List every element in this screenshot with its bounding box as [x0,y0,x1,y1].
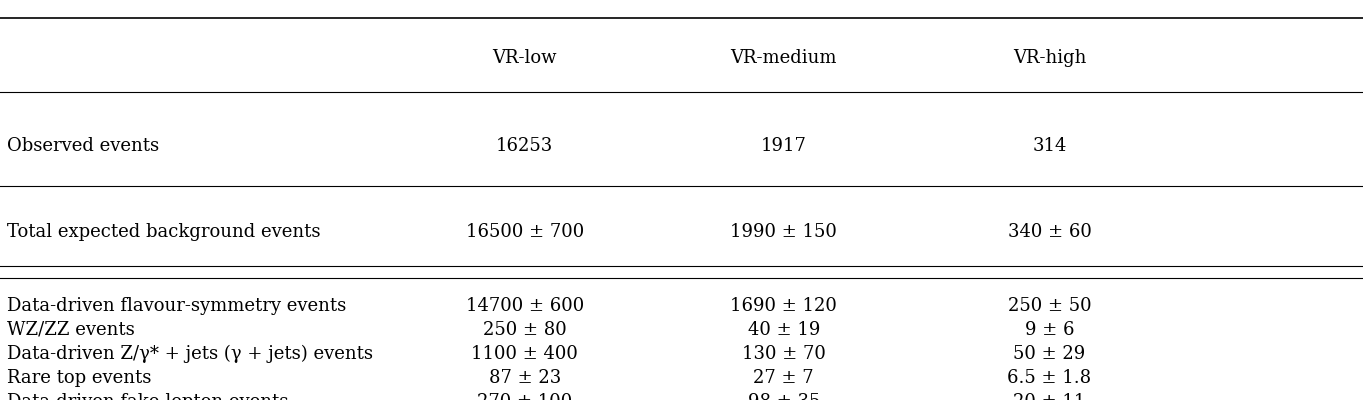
Text: VR-high: VR-high [1013,49,1086,67]
Text: 50 ± 29: 50 ± 29 [1013,345,1086,363]
Text: 9 ± 6: 9 ± 6 [1025,321,1074,339]
Text: Data-driven flavour-symmetry events: Data-driven flavour-symmetry events [7,297,346,315]
Text: 340 ± 60: 340 ± 60 [1007,223,1092,241]
Text: 250 ± 50: 250 ± 50 [1007,297,1092,315]
Text: 1917: 1917 [761,137,807,155]
Text: Rare top events: Rare top events [7,369,151,387]
Text: 16253: 16253 [496,137,553,155]
Text: 250 ± 80: 250 ± 80 [483,321,567,339]
Text: Total expected background events: Total expected background events [7,223,320,241]
Text: 98 ± 35: 98 ± 35 [747,393,821,400]
Text: Data-driven fake-lepton events: Data-driven fake-lepton events [7,393,288,400]
Text: VR-medium: VR-medium [731,49,837,67]
Text: 14700 ± 600: 14700 ± 600 [466,297,583,315]
Text: 130 ± 70: 130 ± 70 [741,345,826,363]
Text: 270 ± 100: 270 ± 100 [477,393,572,400]
Text: 16500 ± 700: 16500 ± 700 [466,223,583,241]
Text: WZ/ZZ events: WZ/ZZ events [7,321,135,339]
Text: Observed events: Observed events [7,137,159,155]
Text: 20 ± 11: 20 ± 11 [1013,393,1086,400]
Text: Data-driven Z/γ* + jets (γ + jets) events: Data-driven Z/γ* + jets (γ + jets) event… [7,345,373,363]
Text: 6.5 ± 1.8: 6.5 ± 1.8 [1007,369,1092,387]
Text: 27 ± 7: 27 ± 7 [754,369,814,387]
Text: 1100 ± 400: 1100 ± 400 [472,345,578,363]
Text: 1990 ± 150: 1990 ± 150 [731,223,837,241]
Text: 314: 314 [1032,137,1067,155]
Text: 40 ± 19: 40 ± 19 [747,321,821,339]
Text: 1690 ± 120: 1690 ± 120 [731,297,837,315]
Text: 87 ± 23: 87 ± 23 [488,369,562,387]
Text: VR-low: VR-low [492,49,557,67]
